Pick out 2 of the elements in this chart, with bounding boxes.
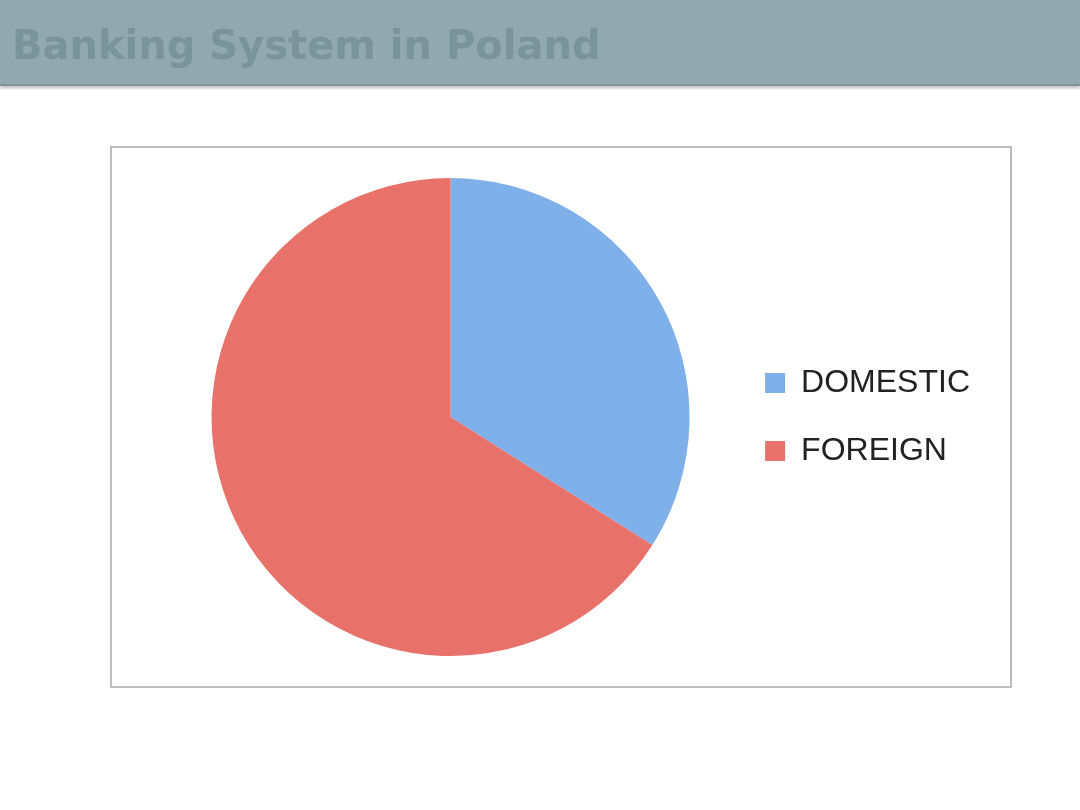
legend-label: DOMESTIC [801, 362, 970, 399]
legend-label: FOREIGN [801, 430, 947, 467]
